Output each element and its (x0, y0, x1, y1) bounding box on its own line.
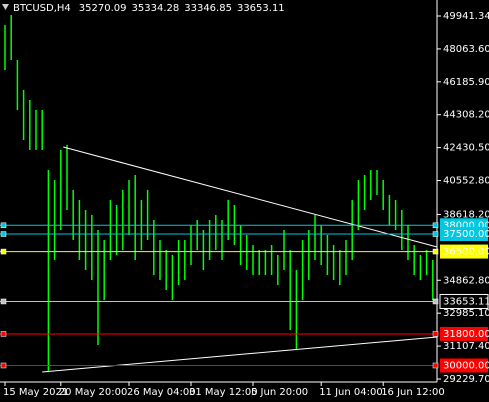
ohlc-value: 35270.09 (79, 3, 127, 14)
y-tick-label: 34862.80 (443, 275, 489, 286)
symbol-menu-icon (2, 4, 9, 10)
trend-line (42, 336, 438, 373)
ohlc-value: 35334.28 (132, 3, 180, 14)
level-marker (432, 231, 439, 237)
level-marker (0, 298, 7, 305)
level-marker (432, 298, 439, 305)
level-marker (432, 331, 439, 337)
x-tick-label: 26 May 04:00 (127, 387, 196, 398)
y-tick-label: 32985.10 (443, 308, 489, 319)
level-marker (0, 231, 7, 237)
y-tick-label: 40552.80 (443, 176, 489, 187)
level-label: 36500.00 (443, 247, 489, 258)
trend-line (63, 146, 438, 248)
level-marker (0, 362, 7, 369)
x-tick-label: 16 Jun 12:00 (381, 387, 445, 398)
y-tick-label: 44308.20 (443, 110, 489, 121)
y-tick-label: 46185.90 (443, 77, 489, 88)
x-tick-label: 11 Jun 04:00 (319, 387, 383, 398)
level-marker (0, 331, 7, 337)
level-label: 30000.00 (443, 360, 489, 371)
y-tick-label: 38618.20 (443, 209, 489, 220)
level-label-box (440, 227, 488, 242)
ohlc-value: 33653.11 (237, 3, 285, 14)
y-tick-label: 42430.50 (443, 143, 489, 154)
x-tick-label: 5 Jun 20:00 (251, 387, 308, 398)
level-marker (432, 362, 439, 369)
y-tick-label: 48063.60 (443, 44, 489, 55)
symbol-label: BTCUSD,H4 (13, 3, 71, 14)
level-label-box (440, 244, 488, 259)
level-marker (0, 248, 7, 255)
level-marker (432, 248, 439, 255)
level-label: 38000.00 (443, 220, 489, 231)
level-label-box (440, 326, 488, 341)
y-tick-label: 31107.40 (443, 341, 489, 352)
y-tick-label: 49941.34 (443, 11, 489, 22)
x-tick-label: 31 May 12:00 (189, 387, 258, 398)
level-marker (432, 222, 439, 229)
level-label-box (440, 358, 488, 373)
x-tick-label: 20 May 20:00 (59, 387, 128, 398)
level-label: 37500.00 (443, 229, 489, 240)
level-label: 33653.11 (443, 296, 489, 307)
level-label: 31800.00 (443, 329, 489, 340)
level-marker (0, 222, 7, 229)
level-label-box (439, 293, 489, 309)
y-tick-label: 29229.70 (443, 374, 489, 385)
ohlc-value: 33346.85 (184, 3, 232, 14)
x-tick-label: 15 May 2021 (3, 387, 68, 398)
